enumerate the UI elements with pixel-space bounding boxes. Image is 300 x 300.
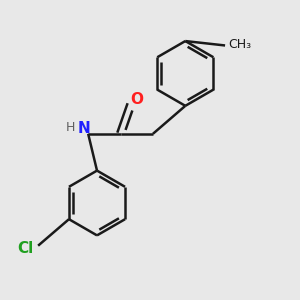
- Text: CH₃: CH₃: [228, 38, 251, 50]
- Text: Cl: Cl: [17, 241, 34, 256]
- Text: H: H: [66, 122, 75, 134]
- Text: O: O: [130, 92, 143, 107]
- Text: N: N: [77, 121, 90, 136]
